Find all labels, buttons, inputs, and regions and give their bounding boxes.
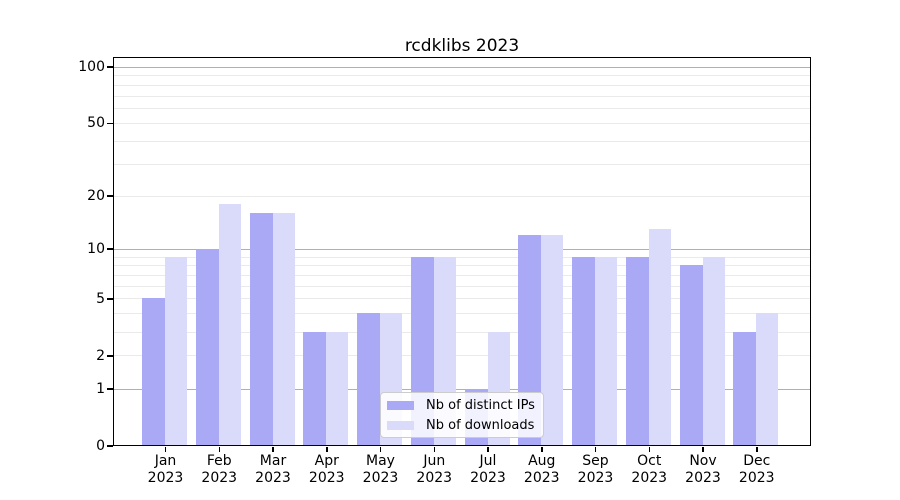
x-tick-label: Aug 2023 xyxy=(523,453,560,486)
y-tick xyxy=(107,298,113,300)
x-tick xyxy=(594,447,597,452)
y-tick xyxy=(107,445,113,447)
bar-downloads-feb xyxy=(218,203,241,445)
x-tick-label: Sep 2023 xyxy=(577,453,614,486)
y-tick-label: 5 xyxy=(96,290,105,307)
x-tick-label: Apr 2023 xyxy=(308,453,345,486)
minor-gridline xyxy=(114,163,810,165)
y-tick-label: 10 xyxy=(87,241,105,258)
y-tick-label: 50 xyxy=(87,115,105,132)
y-tick-label: 2 xyxy=(96,347,105,364)
minor-gridline xyxy=(114,355,810,357)
legend-label: Nb of downloads xyxy=(426,417,535,433)
chart-title: rcdklibs 2023 xyxy=(404,36,520,56)
legend-row: Nb of downloads xyxy=(387,417,535,434)
x-tick xyxy=(487,447,489,452)
y-tick xyxy=(107,355,113,357)
x-tick xyxy=(702,447,704,452)
bar-downloads-jan xyxy=(165,256,187,445)
x-tick-label: Feb 2023 xyxy=(201,453,238,486)
bar-downloads-aug xyxy=(541,234,564,445)
y-tick xyxy=(107,248,113,250)
bar-distinct-ips-oct xyxy=(625,256,649,445)
x-tick-label: Jun 2023 xyxy=(416,453,453,486)
minor-gridline xyxy=(114,122,810,124)
bar-distinct-ips-nov xyxy=(679,265,703,445)
minor-gridline xyxy=(114,256,810,258)
y-tick-label: 0 xyxy=(96,438,105,454)
x-tick xyxy=(648,447,650,452)
minor-gridline xyxy=(114,285,810,287)
minor-gridline xyxy=(114,108,810,110)
bar-downloads-sep xyxy=(595,256,617,445)
legend-swatch xyxy=(387,420,414,430)
bar-distinct-ips-may xyxy=(357,313,380,445)
x-tick xyxy=(164,447,167,452)
x-tick xyxy=(218,447,220,452)
minor-gridline xyxy=(114,331,810,333)
x-tick-label: Dec 2023 xyxy=(738,453,775,486)
bar-distinct-ips-mar xyxy=(249,212,273,445)
bar-downloads-mar xyxy=(272,212,295,445)
minor-gridline xyxy=(114,298,810,300)
minor-gridline xyxy=(114,195,810,197)
minor-gridline xyxy=(114,84,810,86)
legend-swatch xyxy=(387,400,414,410)
y-tick xyxy=(107,195,113,197)
y-tick xyxy=(107,388,113,390)
bar-distinct-ips-dec xyxy=(733,331,757,445)
bar-distinct-ips-sep xyxy=(572,256,595,445)
major-gridline xyxy=(114,248,810,250)
x-tick xyxy=(541,447,543,452)
x-tick-label: May 2023 xyxy=(362,453,399,486)
minor-gridline xyxy=(114,274,810,276)
bar-downloads-dec xyxy=(756,313,779,445)
y-tick-label: 1 xyxy=(96,381,105,398)
bar-downloads-oct xyxy=(648,228,671,445)
y-tick xyxy=(107,122,113,125)
bar-downloads-nov xyxy=(702,256,725,445)
x-tick-label: Oct 2023 xyxy=(631,453,668,486)
x-tick xyxy=(326,447,328,452)
x-tick-label: Jul 2023 xyxy=(470,453,506,486)
plot-area xyxy=(113,57,811,446)
bar-distinct-ips-feb xyxy=(195,248,219,445)
x-tick xyxy=(433,447,435,452)
y-tick xyxy=(107,66,113,68)
minor-gridline xyxy=(114,75,810,77)
y-tick-label: 100 xyxy=(78,59,105,76)
minor-gridline xyxy=(114,313,810,315)
x-tick xyxy=(272,447,274,452)
major-gridline xyxy=(114,388,810,390)
x-tick xyxy=(756,447,758,452)
x-tick-label: Mar 2023 xyxy=(255,453,291,486)
bar-distinct-ips-jan xyxy=(142,298,165,445)
major-gridline xyxy=(114,66,810,68)
x-tick xyxy=(379,447,382,452)
bar-downloads-apr xyxy=(326,331,349,445)
legend-label: Nb of distinct IPs xyxy=(426,397,535,413)
x-tick-label: Jan 2023 xyxy=(147,453,184,486)
bar-distinct-ips-apr xyxy=(303,331,327,445)
minor-gridline xyxy=(114,140,810,142)
legend: Nb of distinct IPs Nb of downloads xyxy=(380,392,544,438)
legend-row: Nb of distinct IPs xyxy=(387,397,535,414)
x-tick-label: Nov 2023 xyxy=(685,453,721,486)
minor-gridline xyxy=(114,265,810,267)
minor-gridline xyxy=(114,95,810,97)
y-tick-label: 20 xyxy=(87,188,105,205)
